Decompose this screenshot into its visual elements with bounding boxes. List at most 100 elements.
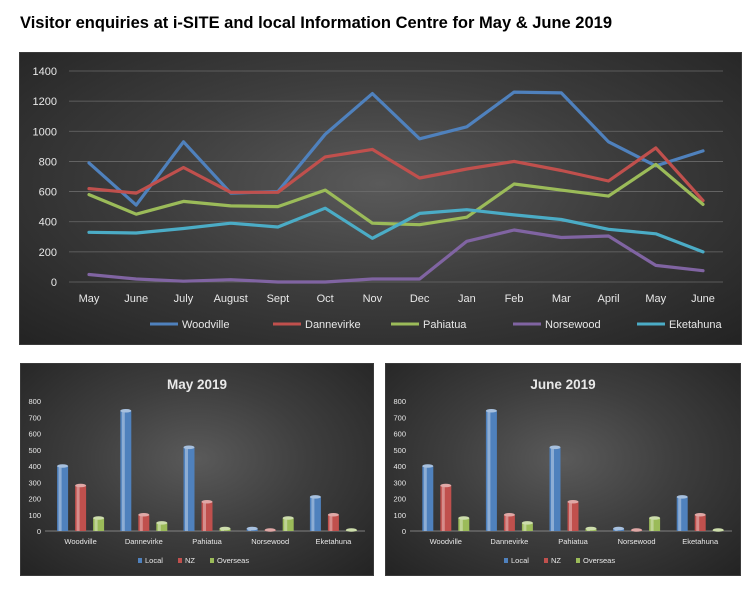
bar-norsewood-nz <box>631 528 643 532</box>
x-tick-label-4: Eketahuna <box>682 537 719 546</box>
bar-cap <box>440 483 452 488</box>
bar-woodville-nz <box>75 483 87 531</box>
x-tick-label-4: Eketahuna <box>315 537 352 546</box>
bar-highlight <box>678 496 682 531</box>
bar-cap <box>485 408 497 413</box>
bar-highlight <box>551 447 554 531</box>
bar-highlight <box>311 496 315 531</box>
x-tick-label-0: Woodville <box>64 537 96 546</box>
bar-highlight <box>696 514 700 531</box>
y-tick-label-3: 600 <box>39 187 57 199</box>
y-tick-label-8: 800 <box>393 397 406 406</box>
legend-swatch-nz <box>178 558 182 563</box>
chart-title: May 2019 <box>167 377 227 392</box>
x-tick-label-9: Feb <box>505 293 524 305</box>
legend-swatch-overseas <box>576 558 580 563</box>
june-bar-chart: June 2019 0 100 200 300 400 500 600 700 800 Woodvi… <box>393 377 732 565</box>
bar-highlight <box>329 514 333 531</box>
bar-highlight <box>650 518 654 531</box>
y-tick-label-6: 600 <box>28 430 41 439</box>
bar-body <box>458 518 470 531</box>
bar-body <box>567 501 579 531</box>
series-line-pahiatua <box>87 162 705 227</box>
may-bar-chart-panel: May 2019 0 100 200 300 400 500 600 700 800 Woodvil… <box>20 363 374 576</box>
legend-swatch-local <box>504 558 508 563</box>
bar-pahiatua-local <box>183 445 195 531</box>
bar-cap <box>264 528 276 532</box>
x-tick-label-1: June <box>124 293 148 305</box>
bar-cap <box>613 526 625 531</box>
bar-cap <box>309 495 321 499</box>
bar-cap <box>676 495 688 499</box>
legend-label-overseas: Overseas <box>217 556 249 565</box>
bar-cap <box>549 445 561 450</box>
series-line-dannevirke <box>87 146 705 203</box>
x-tick-label-11: April <box>598 293 620 305</box>
june-bar-chart-panel: June 2019 0 100 200 300 400 500 600 700 800 Woodvi… <box>385 363 741 576</box>
bar-highlight <box>121 410 125 531</box>
page-title: Visitor enquiries at i-SITE and local In… <box>20 14 613 32</box>
bar-dannevirke-overseas <box>521 521 533 531</box>
x-tick-label-3: Norsewood <box>618 537 656 546</box>
y-tick-label-0: 0 <box>51 277 57 289</box>
bar-cap <box>649 516 661 520</box>
bar-cap <box>694 512 706 517</box>
bar-norsewood-local <box>613 526 625 531</box>
x-tick-label-2: Pahiatua <box>192 537 222 546</box>
bar-cap <box>183 445 195 450</box>
bar-highlight <box>505 514 509 531</box>
bar-body <box>676 496 688 531</box>
bar-highlight <box>157 522 161 531</box>
bar-eketahuna-overseas <box>712 528 724 532</box>
bar-pahiatua-nz <box>201 499 213 531</box>
legend-label-local: Local <box>511 556 529 565</box>
bar-eketahuna-local <box>676 495 688 531</box>
bar-body <box>75 485 87 531</box>
bar-cap <box>282 516 294 520</box>
y-tick-label-3: 300 <box>393 478 406 487</box>
bar-cap <box>138 512 150 517</box>
bar-body <box>138 514 150 531</box>
bar-body <box>327 514 339 531</box>
bar-norsewood-overseas <box>282 516 294 531</box>
bar-cap <box>219 526 231 531</box>
bar-highlight <box>185 447 188 531</box>
legend-label-nz: NZ <box>185 556 195 565</box>
bar-woodville-nz <box>440 483 452 531</box>
x-tick-label-2: Pahiatua <box>558 537 588 546</box>
bar-norsewood-overseas <box>649 516 661 531</box>
legend-swatch-local <box>138 558 142 563</box>
bar-body <box>183 447 195 531</box>
bar-body <box>309 496 321 531</box>
bar-body <box>201 501 213 531</box>
bar-cap <box>631 528 643 532</box>
bar-highlight <box>459 518 463 531</box>
bar-body <box>549 447 561 531</box>
bar-dannevirke-nz <box>138 512 150 531</box>
y-tick-label-0: 0 <box>37 527 41 536</box>
x-tick-label-0: Woodville <box>430 537 462 546</box>
bar-woodville-overseas <box>93 516 105 531</box>
y-tick-label-2: 200 <box>393 495 406 504</box>
bar-highlight <box>76 485 80 531</box>
bar-dannevirke-nz <box>503 512 515 531</box>
bar-cap <box>327 512 339 517</box>
bar-pahiatua-nz <box>567 499 579 531</box>
bar-highlight <box>523 522 527 531</box>
bar-cap <box>345 528 357 532</box>
bar-body <box>93 518 105 531</box>
bar-dannevirke-local <box>485 408 497 531</box>
series-line-norsewood <box>87 228 705 284</box>
x-tick-label-0: May <box>79 293 100 305</box>
x-tick-label-5: Oct <box>317 293 334 305</box>
bar-highlight <box>423 466 427 531</box>
bar-cap <box>503 512 515 517</box>
bar-norsewood-local <box>246 526 258 531</box>
legend-label-eketahuna: Eketahuna <box>669 319 722 331</box>
bar-body <box>503 514 515 531</box>
bar-cap <box>75 483 87 488</box>
x-tick-label-7: Dec <box>410 293 430 305</box>
bar-highlight <box>58 466 62 531</box>
bar-highlight <box>139 514 143 531</box>
y-tick-label-1: 200 <box>39 247 57 259</box>
